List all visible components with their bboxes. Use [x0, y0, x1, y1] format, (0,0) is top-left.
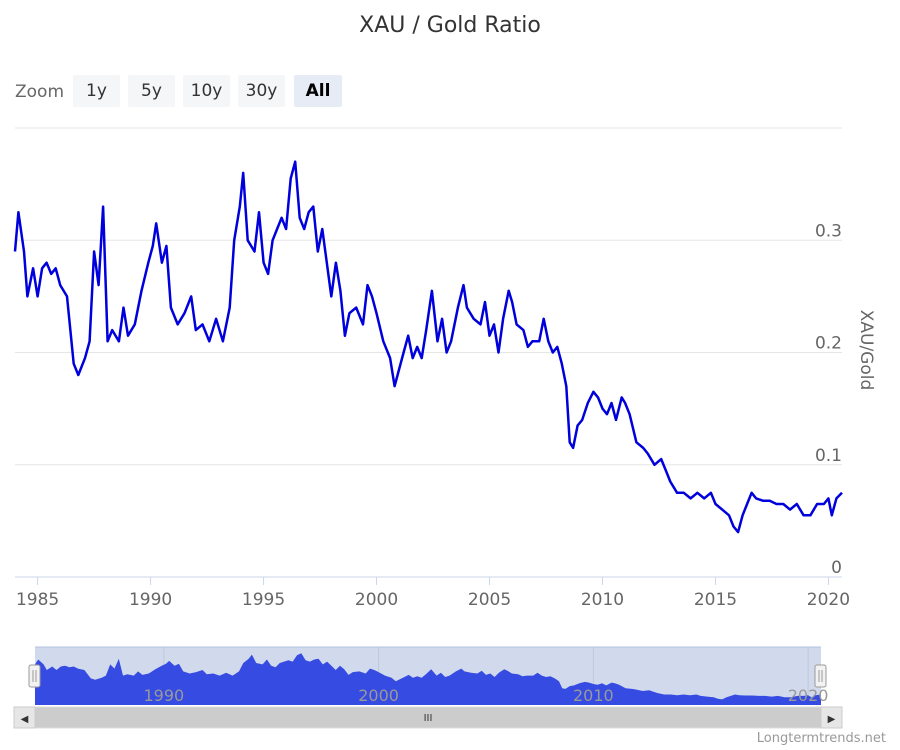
zoom-button-background: [183, 75, 230, 107]
zoom-button-background: [73, 75, 120, 107]
credits-link[interactable]: Longtermtrends.net: [757, 731, 886, 746]
scrollbar[interactable]: ◀ III ▶: [13, 706, 843, 729]
navigator-tick-label: 2020: [788, 686, 829, 705]
x-tick-label: 2005: [468, 590, 511, 610]
chart-title: XAU / Gold Ratio: [359, 13, 541, 38]
zoom-label: Zoom: [15, 82, 64, 102]
y-tick-label: 0.3: [815, 221, 842, 241]
handle-left-body[interactable]: [28, 664, 41, 688]
navigator-tick-label: 1990: [143, 686, 184, 705]
zoom-all-button[interactable]: All: [294, 75, 342, 107]
zoom-button-background: [128, 75, 175, 107]
zoom-button-label: 1y: [86, 81, 107, 101]
y-axis-title: XAU/Gold: [856, 310, 876, 391]
zoom-1y-button[interactable]: 1y: [73, 75, 120, 107]
scrollbar-right-button[interactable]: [820, 706, 843, 729]
zoom-30y-button[interactable]: 30y: [238, 75, 285, 107]
navigator-handle-right[interactable]: [814, 664, 827, 688]
x-tick-label: 2015: [694, 590, 737, 610]
y-axis: 0 0.1 0.2 0.3: [815, 221, 842, 578]
x-tick-label: 2020: [807, 590, 850, 610]
zoom-5y-button[interactable]: 5y: [128, 75, 175, 107]
navigator-tick-label: 2010: [573, 686, 614, 705]
x-tick-label: 1985: [16, 590, 59, 610]
zoom-button-label: 10y: [191, 81, 223, 101]
right-arrow-icon: ▶: [828, 714, 836, 725]
zoom-button-background: [238, 75, 285, 107]
grid-lines: [15, 127, 842, 578]
navigator-axis: 1990 2000 2010 2020: [143, 686, 828, 705]
navigator-series: [35, 653, 821, 705]
y-tick-label: 0.2: [815, 334, 842, 354]
navigator[interactable]: 1990 2000 2010 2020: [28, 646, 828, 705]
zoom-button-label: All: [306, 81, 331, 101]
y-tick-label: 0.1: [815, 446, 842, 466]
navigator-handle-left[interactable]: [28, 664, 41, 688]
handle-right-body[interactable]: [814, 664, 827, 688]
x-tick-label: 2000: [355, 590, 398, 610]
y-tick-label: 0: [831, 558, 842, 578]
zoom-button-label: 30y: [246, 81, 278, 101]
zoom-button-label: 5y: [141, 81, 162, 101]
navigator-selected-range[interactable]: [35, 647, 821, 705]
left-arrow-icon: ◀: [21, 714, 29, 725]
zoom-button-background: [294, 75, 342, 107]
x-tick-label: 2010: [581, 590, 624, 610]
navigator-tick-label: 2000: [358, 686, 399, 705]
x-tick-label: 1995: [242, 590, 285, 610]
range-selector: Zoom 1y 5y 10y 30y All: [15, 75, 342, 107]
series-line: [13, 160, 843, 534]
x-axis: 1985 1990 1995 2000 2005 2010 2015 2020: [15, 576, 850, 610]
x-tick-label: 1990: [129, 590, 172, 610]
zoom-10y-button[interactable]: 10y: [183, 75, 230, 107]
scrollbar-grip-icon: III: [424, 713, 433, 724]
